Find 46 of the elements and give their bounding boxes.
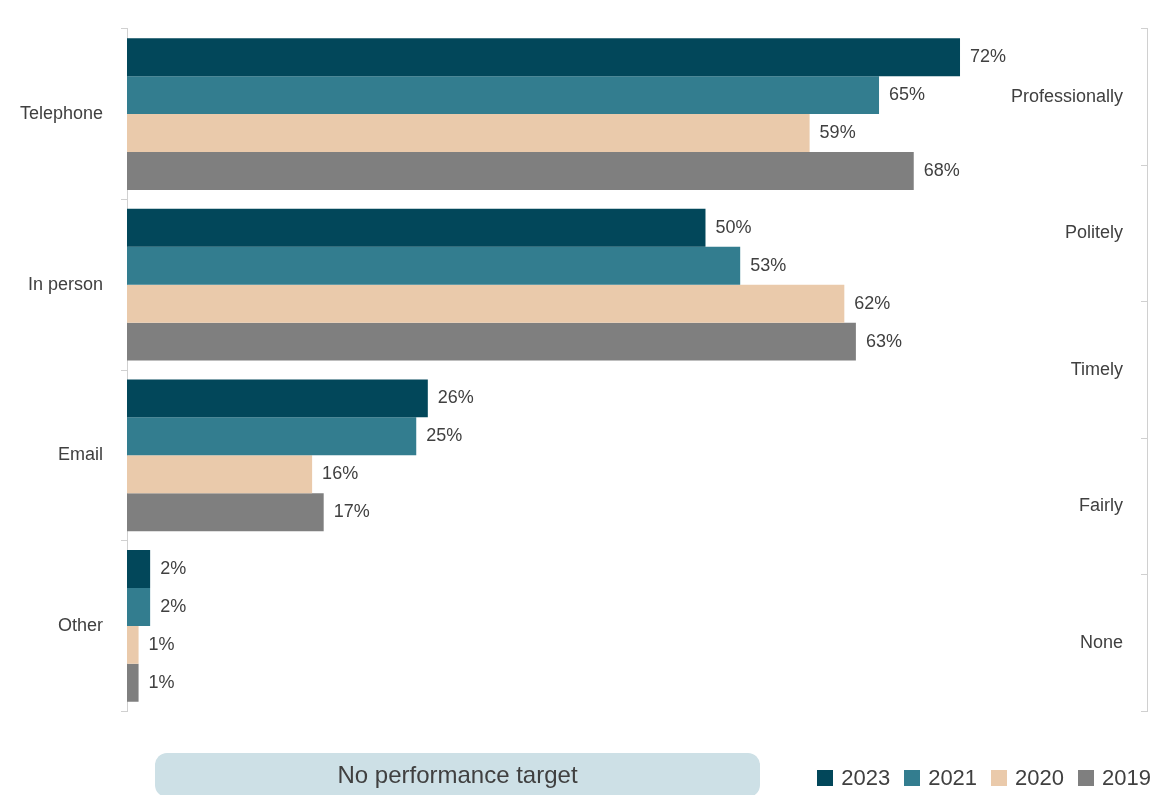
bar [127,114,810,153]
bar [127,455,313,494]
legend-label: 2021 [928,765,978,791]
bar [127,379,428,418]
category-label: Fairly [1079,495,1123,516]
data-label: 65% [889,84,926,105]
data-label: 26% [437,387,474,408]
y-tick-label: Email [57,444,103,465]
bar [127,322,856,361]
data-label: 68% [923,160,960,181]
data-label: 59% [819,122,856,143]
bar [127,549,151,588]
bar [127,152,914,191]
bar [127,417,417,456]
y-tick-label: Other [57,614,103,635]
bar [127,284,845,323]
bar [127,76,880,115]
text: No performance target [155,753,760,795]
category-label: Professionally [1010,86,1123,107]
legend-label: 2019 [1102,765,1151,791]
data-label: 50% [715,216,752,237]
data-label: 17% [333,501,370,522]
category-label: Politely [1064,222,1123,243]
bar [127,208,706,247]
bar [127,663,139,702]
bar [127,246,741,285]
bar [127,587,151,626]
data-label: 1% [148,671,175,692]
data-label: 25% [426,425,463,446]
category-label: Timely [1070,358,1123,379]
data-label: 2% [160,557,187,578]
data-label: 63% [865,330,902,351]
legend-label: 2023 [841,765,891,791]
data-label: 62% [854,292,891,313]
data-label: 1% [148,633,175,654]
bar [127,38,961,77]
bar [127,493,324,532]
bar [127,625,139,664]
y-tick-label: Telephone [19,103,103,124]
category-label: None [1079,631,1123,652]
y-tick-label: In person [27,273,103,294]
data-label: 16% [322,463,359,484]
legend-label: 2020 [1015,765,1065,791]
data-label: 72% [970,46,1007,67]
data-label: 53% [750,254,787,275]
data-label: 2% [160,595,187,616]
